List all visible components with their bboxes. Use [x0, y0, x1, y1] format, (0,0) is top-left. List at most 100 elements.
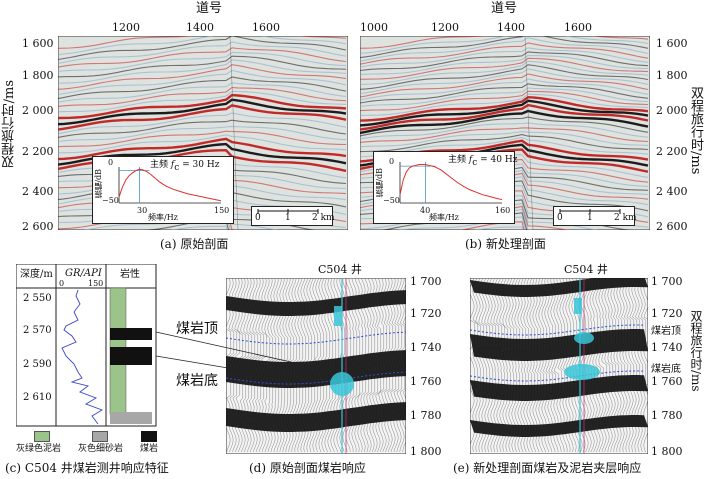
seismic-reflector	[360, 116, 649, 137]
gr-header: GR/API	[65, 268, 102, 279]
caption-c: (c) C504 井煤岩测井响应特征	[5, 461, 169, 475]
wiggle-trace	[556, 278, 563, 453]
depth-tick-4: 2 610	[23, 392, 52, 403]
wiggle-trace	[553, 278, 560, 453]
wiggle-trace	[493, 278, 500, 453]
ytick-e-4: 1 760	[651, 375, 683, 388]
lith-coal-1	[110, 328, 152, 340]
well-label-e: C504 井	[564, 263, 608, 276]
seismic-reflector	[58, 36, 347, 61]
spectrum-xtick-b-2: 160	[495, 206, 511, 215]
seismic-reflector	[360, 36, 649, 59]
coal-response-top	[574, 298, 582, 314]
legend-coal: 煤岩	[140, 444, 159, 454]
seismic-reflector	[58, 47, 347, 68]
scale-b-2: 2 km	[614, 213, 637, 223]
spectrum-inset-b: 主频 fc = 40 Hz 振幅/dB 频率/Hz 0 −50 40 160	[373, 151, 518, 224]
seismic-reflector	[58, 82, 347, 103]
seismic-reflector	[58, 112, 347, 135]
x-tick-a-2: 1400	[186, 21, 214, 34]
seismic-reflector	[360, 36, 649, 54]
wiggle-section-e	[470, 278, 648, 454]
wiggle-peak-band	[226, 402, 406, 432]
legend-mudstone: 灰绿色泥岩	[16, 444, 62, 454]
seismic-reflector	[58, 130, 347, 148]
right-ylabel: 双程旅行时/ms	[688, 86, 703, 175]
scale-a-1: 1	[285, 213, 291, 223]
x-tick-b-3: 1400	[497, 21, 525, 34]
wiggle-peak-band	[226, 350, 406, 388]
wiggle-trace	[487, 278, 494, 453]
y-tick-b-3: 2 000	[656, 104, 688, 117]
y-tick-b-4: 2 200	[656, 145, 688, 158]
seismic-fault	[229, 36, 239, 230]
spectrum-ytick-a-1: −50	[102, 196, 119, 205]
seismic-reflector	[58, 55, 347, 78]
spectrum-xlabel-a: 频率/Hz	[148, 213, 178, 222]
ytick-d-2: 1 720	[410, 307, 442, 320]
spectrum-xtick-b-1: 40	[420, 206, 431, 215]
dominant-frequency-a: 主频 fc = 30 Hz	[150, 160, 220, 173]
y-tick-a-6: 2 600	[22, 220, 54, 233]
wiggle-trace	[535, 278, 542, 453]
y-tick-b-6: 2 600	[656, 220, 688, 233]
spectrum-ylabel-b: 振幅/dB	[375, 168, 384, 198]
seismic-reflector	[360, 103, 649, 131]
ytick-e-6: 1 800	[651, 445, 683, 458]
coal-top-label-d: 煤岩顶	[176, 321, 218, 337]
scale-bar-b: 0 1 2 km	[553, 206, 637, 226]
coal-response-bottom	[330, 372, 354, 396]
seismic-reflector	[360, 78, 649, 101]
seismic-reflector	[58, 59, 347, 84]
coal-horizon	[470, 370, 645, 382]
lith-coal-2	[110, 347, 152, 365]
seismic-reflector	[58, 119, 347, 138]
seismic-reflector	[58, 104, 347, 131]
seismic-reflector	[58, 134, 347, 154]
spectrum-ytick-b-1: −50	[383, 196, 400, 205]
seismic-reflector	[360, 60, 649, 85]
wiggle-section-d	[226, 278, 406, 454]
y-tick-a-4: 2 200	[22, 145, 54, 158]
mudstone-interlayer	[574, 332, 594, 344]
y-tick-b-1: 1 600	[656, 37, 688, 50]
seismic-reflector	[58, 98, 347, 126]
wiggle-trace	[505, 278, 512, 453]
top-axis-title-a: 道号	[196, 1, 223, 16]
wiggle-peak-band	[226, 290, 406, 316]
seismic-reflector	[360, 127, 649, 143]
ytick-d-6: 1 800	[410, 445, 442, 458]
scale-b-1: 1	[587, 213, 593, 223]
dominant-frequency-b: 主频 fc = 40 Hz	[448, 155, 518, 168]
depth-header: 深度/m	[20, 269, 53, 280]
scale-bar-b-line	[559, 209, 621, 214]
ytick-d-5: 1 780	[410, 409, 442, 422]
depth-tick-1: 2 550	[23, 293, 52, 304]
seismic-reflector	[58, 64, 347, 90]
seismic-reflector	[360, 54, 649, 76]
scale-bar-a-line	[257, 209, 319, 214]
gr-curve	[61, 289, 104, 425]
x-tick-b-1: 1000	[360, 21, 388, 34]
depth-tick-2: 2 570	[23, 325, 52, 336]
seismic-reflector	[58, 76, 347, 100]
scale-bar-a: 0 1 2 km	[251, 206, 335, 226]
caption-d: (d) 原始剖面煤岩响应	[249, 461, 366, 475]
well-label-d: C504 井	[318, 263, 362, 276]
top-axis-title-b: 道号	[491, 1, 518, 16]
spectrum-xtick-a-2: 150	[214, 206, 230, 215]
seismic-reflector	[58, 41, 347, 64]
wiggle-peak-band	[470, 278, 648, 297]
wiggle-trace	[523, 278, 530, 453]
seismic-reflector	[58, 36, 347, 55]
wiggle-trace	[514, 278, 521, 453]
spectrum-curve	[118, 168, 222, 202]
coal-response-bottom	[564, 364, 600, 380]
wiggle-trace	[511, 278, 518, 453]
seismic-reflector	[58, 93, 347, 120]
wiggle-peak-band	[470, 375, 648, 401]
seismic-reflector	[360, 134, 649, 153]
seismic-reflector	[360, 93, 649, 116]
wiggle-trace	[541, 278, 548, 453]
wiggle-peak-band	[470, 329, 648, 361]
